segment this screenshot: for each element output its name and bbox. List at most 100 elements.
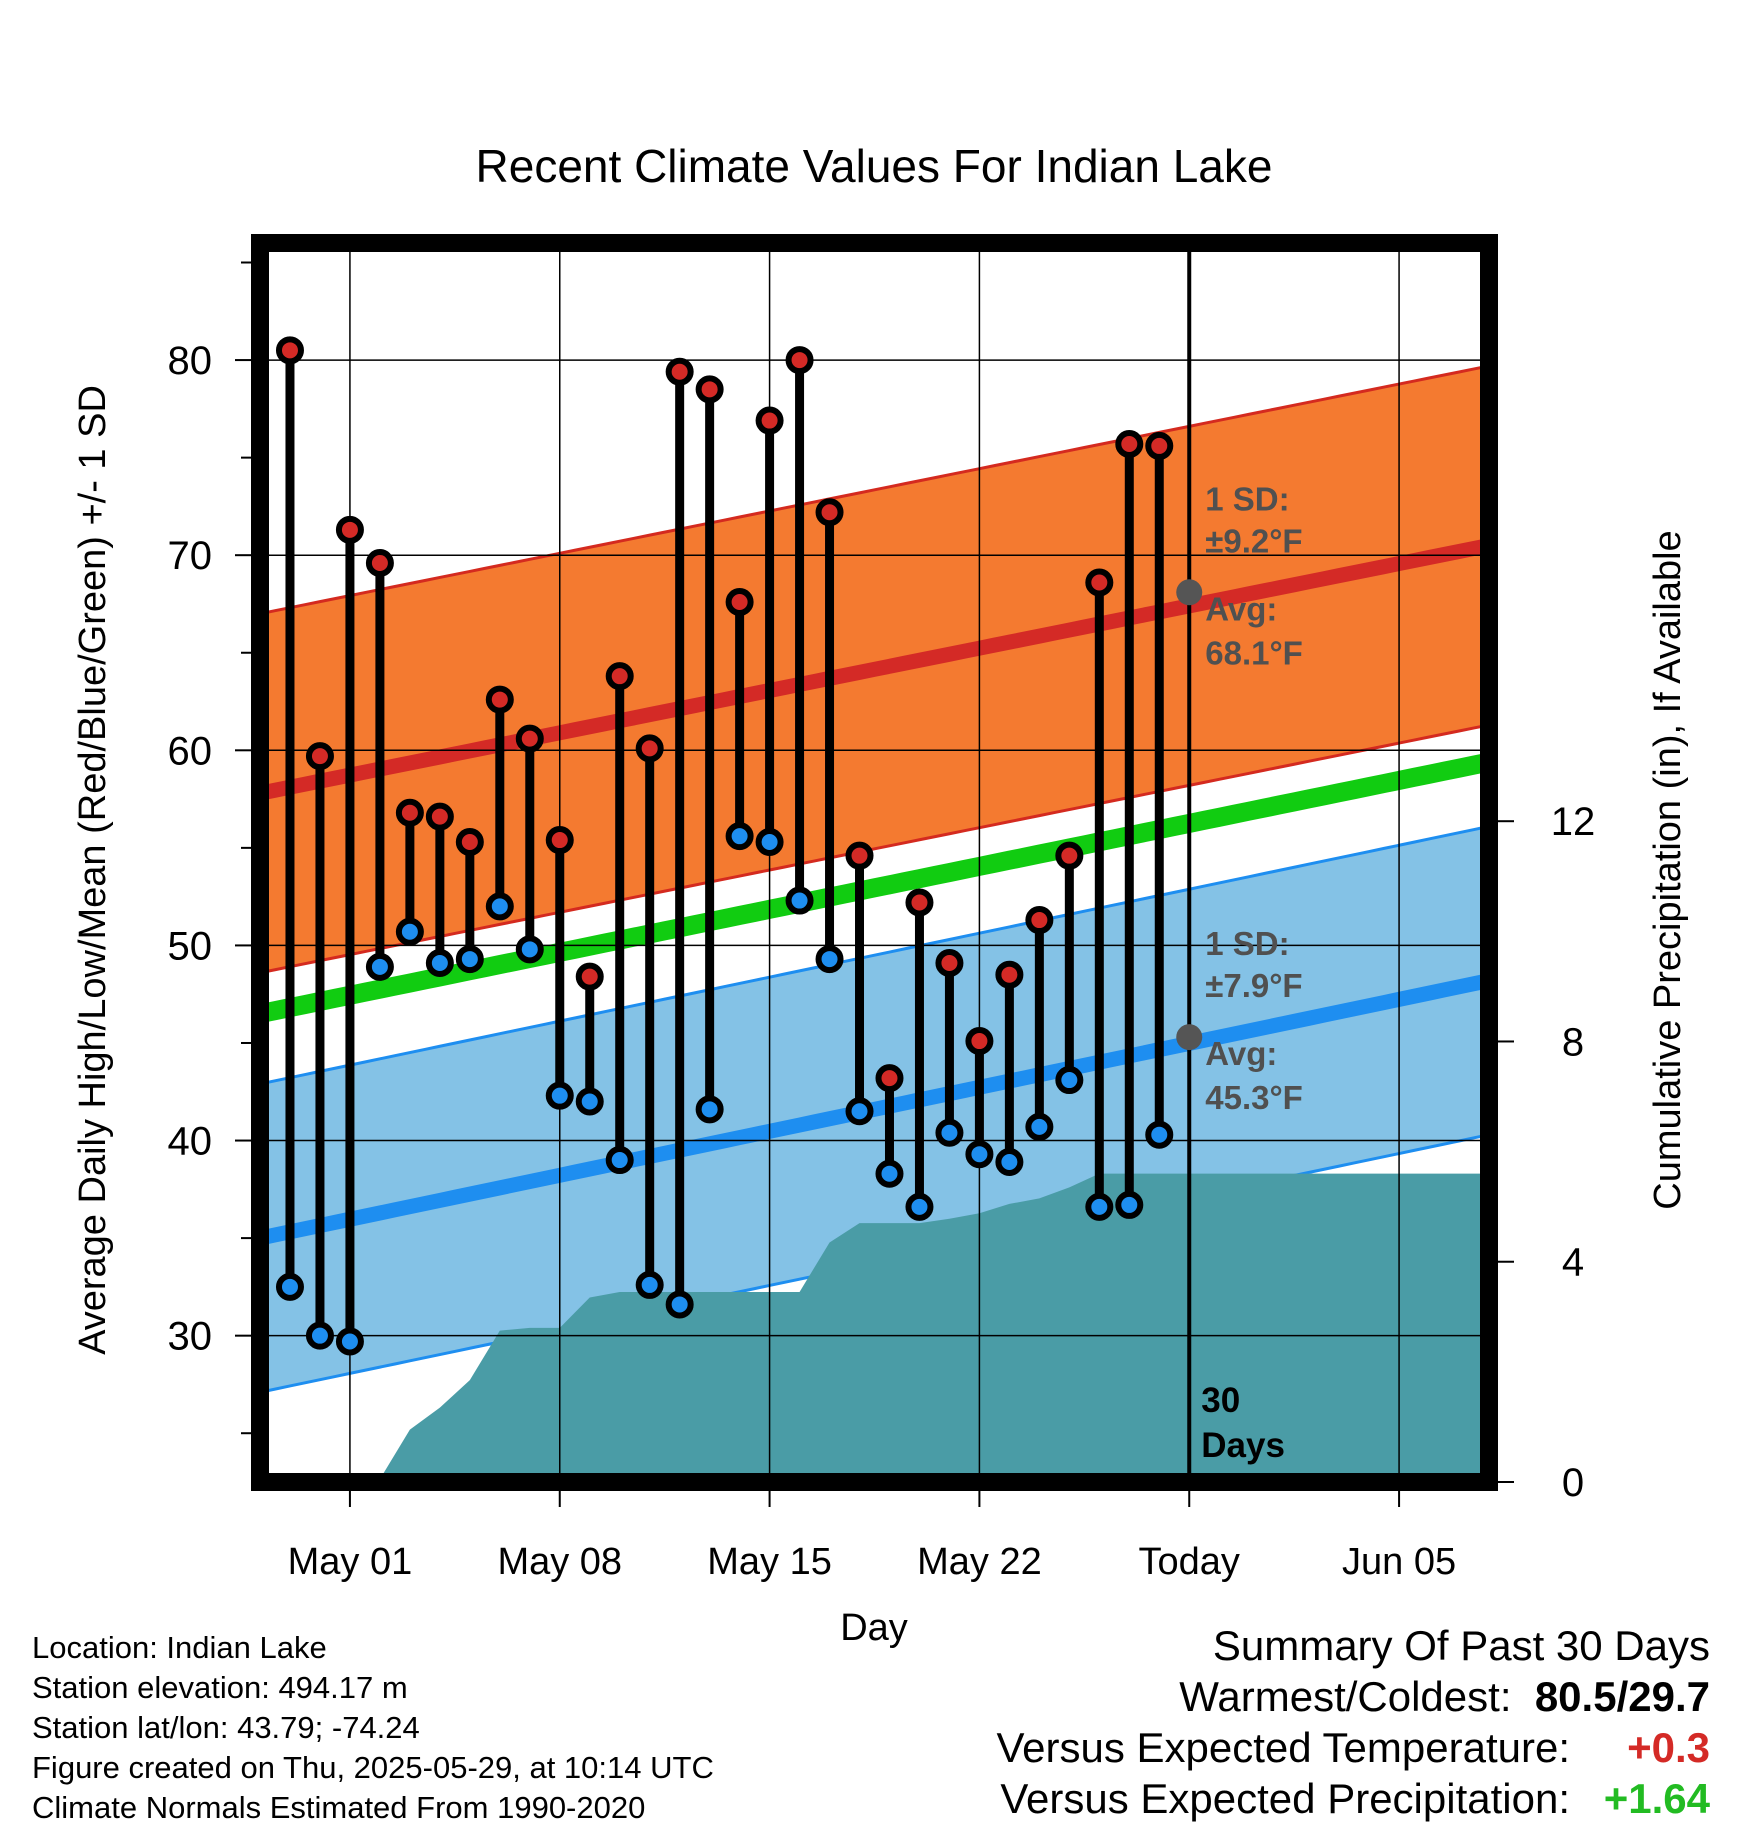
daily-low-point	[395, 917, 424, 946]
low-sd-label: 1 SD:	[1205, 925, 1289, 962]
daily-low-point	[815, 945, 844, 974]
daily-high-point	[485, 685, 514, 714]
y-tick-label: 50	[168, 924, 213, 968]
y2-axis-label: Cumulative Precipitation (in), If Availa…	[1647, 530, 1689, 1209]
daily-low-point	[1085, 1192, 1114, 1221]
daily-low-point	[455, 945, 484, 974]
daily-low-point	[575, 1087, 604, 1116]
x-tick-label: May 15	[707, 1541, 832, 1583]
daily-low-point	[605, 1146, 634, 1175]
daily-high-point	[875, 1064, 904, 1093]
low-average-today-marker	[1176, 1024, 1203, 1051]
daily-low-point	[275, 1272, 304, 1301]
daily-high-point	[515, 724, 544, 753]
y2-tick-label: 0	[1562, 1461, 1584, 1505]
x-tick-label: Jun 05	[1342, 1541, 1456, 1583]
daily-high-point	[995, 960, 1024, 989]
daily-high-point	[815, 498, 844, 527]
warm-cold-label: Warmest/Coldest:	[1179, 1673, 1512, 1720]
low-avg-label: Avg:	[1205, 1035, 1277, 1072]
daily-high-point	[605, 662, 634, 691]
daily-high-point	[635, 734, 664, 763]
daily-high-point	[935, 948, 964, 977]
temp-label: Versus Expected Temperature:	[996, 1724, 1570, 1771]
daily-high-point	[305, 742, 334, 771]
low-avg-value: 45.3°F	[1205, 1079, 1303, 1116]
temp-row: Versus Expected Temperature: +0.3	[996, 1722, 1710, 1773]
y-tick-label: 60	[168, 729, 213, 773]
daily-high-point	[545, 826, 574, 855]
daily-high-point	[425, 802, 454, 831]
y-tick-label: 80	[168, 339, 213, 383]
x-tick-label: May 08	[497, 1541, 622, 1583]
daily-low-point	[905, 1192, 934, 1221]
high-average-today-marker	[1176, 579, 1203, 606]
y2-tick-label: 8	[1562, 1020, 1584, 1064]
daily-high-point	[1025, 906, 1054, 935]
daily-high-point	[965, 1027, 994, 1056]
daily-high-point	[395, 798, 424, 827]
y-tick-label: 30	[168, 1315, 213, 1359]
daily-high-point	[845, 841, 874, 870]
daily-high-point	[905, 888, 934, 917]
daily-low-point	[1055, 1066, 1084, 1095]
daily-high-point	[335, 515, 364, 544]
y-tick-label: 40	[168, 1120, 213, 1164]
daily-low-point	[875, 1159, 904, 1188]
daily-low-point	[635, 1270, 664, 1299]
x-tick-label: May 22	[917, 1541, 1042, 1583]
daily-high-point	[575, 962, 604, 991]
daily-low-point	[785, 886, 814, 915]
warm-cold-slash: /	[1616, 1673, 1629, 1720]
chart-title: Recent Climate Values For Indian Lake	[476, 140, 1273, 192]
high-sd-band-upper-edge	[260, 364, 1489, 616]
daily-low-point	[755, 828, 784, 857]
daily-high-point	[1085, 568, 1114, 597]
daily-high-point	[1055, 841, 1084, 870]
daily-high-point	[695, 375, 724, 404]
daily-low-point	[695, 1095, 724, 1124]
daily-low-point	[665, 1290, 694, 1319]
summary-title: Summary Of Past 30 Days	[1212, 1622, 1710, 1669]
x-tick-label: May 01	[288, 1541, 413, 1583]
daily-low-point	[995, 1148, 1024, 1177]
y-tick-label: 70	[168, 534, 213, 578]
high-sd-value: ±9.2°F	[1205, 522, 1302, 559]
low-sd-value: ±7.9°F	[1205, 967, 1302, 1004]
summary-panel: Summary Of Past 30 Days Warmest/Coldest:…	[996, 1620, 1710, 1824]
warmest-value: 80.5	[1534, 1673, 1617, 1720]
daily-low-point	[515, 935, 544, 964]
daily-high-point	[755, 406, 784, 435]
daily-low-point	[425, 948, 454, 977]
daily-high-point	[785, 346, 814, 375]
temp-value: +0.3	[1627, 1724, 1710, 1771]
daily-high-point	[275, 336, 304, 365]
daily-low-point	[845, 1097, 874, 1126]
elevation-text: Station elevation: 494.17 m	[32, 1670, 408, 1705]
high-sd-label: 1 SD:	[1205, 480, 1289, 517]
daily-low-point	[935, 1118, 964, 1147]
daily-low-point	[965, 1140, 994, 1169]
coldest-value: 29.7	[1628, 1673, 1710, 1720]
warm-cold-row: Warmest/Coldest: 80.5/29.7	[996, 1671, 1710, 1722]
window-days-number: 30	[1201, 1381, 1240, 1420]
daily-high-point	[1145, 431, 1174, 460]
high-avg-label: Avg:	[1205, 590, 1277, 627]
normals-text: Climate Normals Estimated From 1990-2020	[32, 1790, 646, 1825]
y2-tick-label: 12	[1551, 800, 1596, 844]
high-average-line	[260, 538, 1489, 801]
y-axis-label: Average Daily High/Low/Mean (Red/Blue/Gr…	[72, 385, 114, 1355]
precip-value: +1.64	[1603, 1775, 1710, 1822]
created-text: Figure created on Thu, 2025-05-29, at 10…	[32, 1750, 714, 1785]
daily-low-point	[335, 1327, 364, 1356]
daily-low-point	[485, 892, 514, 921]
high-sd-band-lower-edge	[260, 723, 1489, 975]
daily-low-point	[1025, 1112, 1054, 1141]
location-text: Location: Indian Lake	[32, 1630, 327, 1665]
high-avg-value: 68.1°F	[1205, 634, 1303, 671]
daily-low-point	[725, 822, 754, 851]
precip-row: Versus Expected Precipitation: +1.64	[996, 1773, 1710, 1824]
daily-high-point	[365, 548, 394, 577]
low-sd-band-upper-edge	[260, 824, 1489, 1086]
window-days-label: Days	[1201, 1426, 1285, 1465]
